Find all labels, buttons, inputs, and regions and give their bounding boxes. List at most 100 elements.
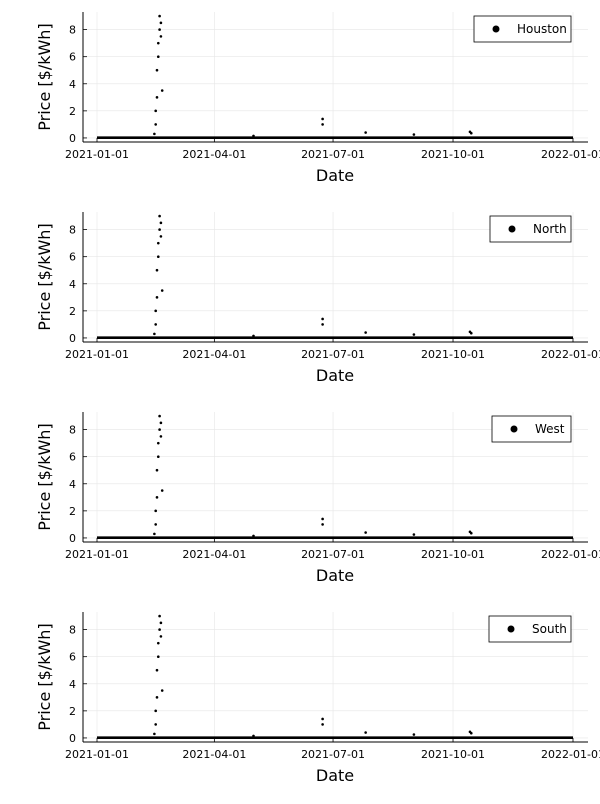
legend-label: West: [535, 422, 565, 436]
data-point: [158, 428, 161, 431]
y-tick-label: 2: [69, 705, 76, 718]
data-point: [159, 235, 163, 238]
x-tick-label: 2021-01-01: [65, 148, 129, 161]
data-point: [158, 228, 161, 231]
x-tick-label: 2022-01-01: [541, 748, 600, 761]
data-point: [321, 517, 324, 521]
data-point: [160, 489, 164, 492]
x-axis-title: Date: [316, 566, 354, 585]
y-axis-title: Price [$/kWh]: [35, 623, 54, 730]
x-tick-label: 2022-01-01: [541, 148, 600, 161]
data-point: [158, 14, 161, 18]
chart-panel: 0 2 4 6 8 2021-01-01 2021-04-01 2021-07-01 2021-…: [35, 212, 600, 385]
data-point: [156, 41, 160, 45]
data-point: [160, 689, 164, 692]
chart-panel: 0 2 4 6 8 2021-01-01 2021-04-01 2021-07-01 2021-…: [35, 612, 600, 785]
legend-box: [491, 415, 572, 443]
data-point: [155, 68, 159, 72]
data-point: [155, 296, 159, 299]
data-point: [159, 635, 163, 638]
x-tick-label: 2021-01-01: [65, 348, 129, 361]
x-tick-label: 2021-10-01: [421, 548, 485, 561]
legend-label: South: [532, 622, 567, 636]
data-point: [158, 214, 161, 218]
y-tick-label: 8: [69, 24, 76, 37]
legend-marker: [508, 225, 516, 233]
legend: Houston: [473, 15, 572, 43]
y-tick-label: 8: [69, 224, 76, 237]
data-point: [154, 323, 157, 326]
legend-label: Houston: [517, 22, 567, 36]
data-point: [154, 523, 157, 526]
x-tick-label: 2021-07-01: [301, 348, 365, 361]
x-axis-title: Date: [316, 366, 354, 385]
data-point: [154, 123, 157, 126]
x-tick-label: 2021-04-01: [182, 348, 246, 361]
data-point: [159, 435, 163, 438]
y-axis-title: Price [$/kWh]: [35, 423, 54, 530]
data-point: [156, 455, 160, 458]
x-tick-label: 2021-01-01: [65, 548, 129, 561]
x-tick-label: 2021-04-01: [182, 148, 246, 161]
data-point: [159, 35, 163, 38]
x-axis-title: Date: [316, 766, 354, 785]
chart-panel: 0 2 4 6 8 2021-01-01 2021-04-01 2021-07-01 2021-…: [35, 412, 600, 585]
data-point: [155, 496, 159, 499]
data-point: [469, 731, 473, 735]
data-point: [412, 733, 416, 736]
x-tick-label: 2021-01-01: [65, 748, 129, 761]
data-point: [155, 96, 159, 99]
legend-box: [488, 615, 572, 643]
x-tick-label: 2022-01-01: [541, 548, 600, 561]
data-point: [156, 241, 160, 245]
data-point: [156, 441, 160, 445]
data-point: [321, 523, 324, 526]
data-point: [159, 21, 163, 25]
y-tick-label: 8: [69, 424, 76, 437]
data-point: [156, 641, 160, 645]
data-point: [154, 309, 157, 313]
y-tick-label: 4: [69, 478, 76, 491]
data-point: [155, 696, 159, 699]
data-point: [154, 109, 157, 113]
legend: West: [491, 415, 572, 443]
data-point: [321, 723, 324, 726]
data-point: [156, 55, 160, 58]
data-point: [364, 531, 367, 534]
data-point: [156, 255, 160, 258]
x-tick-label: 2021-04-01: [182, 548, 246, 561]
data-point: [252, 734, 255, 738]
data-point: [159, 421, 163, 425]
data-point: [154, 723, 157, 726]
x-tick-label: 2021-04-01: [182, 748, 246, 761]
x-axis-title: Date: [316, 166, 354, 185]
data-point: [159, 621, 163, 625]
y-tick-label: 2: [69, 505, 76, 518]
x-tick-label: 2021-10-01: [421, 348, 485, 361]
y-tick-label: 6: [69, 651, 76, 664]
y-tick-label: 0: [69, 132, 76, 145]
y-axis-title: Price [$/kWh]: [35, 223, 54, 330]
data-point: [153, 132, 156, 136]
data-point: [153, 732, 156, 736]
data-point: [412, 133, 416, 136]
y-tick-label: 4: [69, 678, 76, 691]
y-tick-label: 0: [69, 532, 76, 545]
y-tick-label: 0: [69, 332, 76, 345]
data-point: [154, 709, 157, 713]
y-tick-label: 6: [69, 251, 76, 264]
data-point: [158, 414, 161, 418]
data-point: [153, 332, 156, 336]
y-tick-label: 4: [69, 278, 76, 291]
data-point: [321, 117, 324, 121]
x-tick-label: 2021-07-01: [301, 148, 365, 161]
data-point: [158, 28, 161, 31]
chart-panel: 0 2 4 6 8 2021-01-01 2021-04-01 2021-07-01 2021-…: [35, 12, 600, 185]
data-point: [153, 532, 156, 536]
y-tick-label: 0: [69, 732, 76, 745]
data-point: [252, 534, 255, 538]
data-point: [321, 123, 324, 126]
data-point: [160, 89, 164, 92]
